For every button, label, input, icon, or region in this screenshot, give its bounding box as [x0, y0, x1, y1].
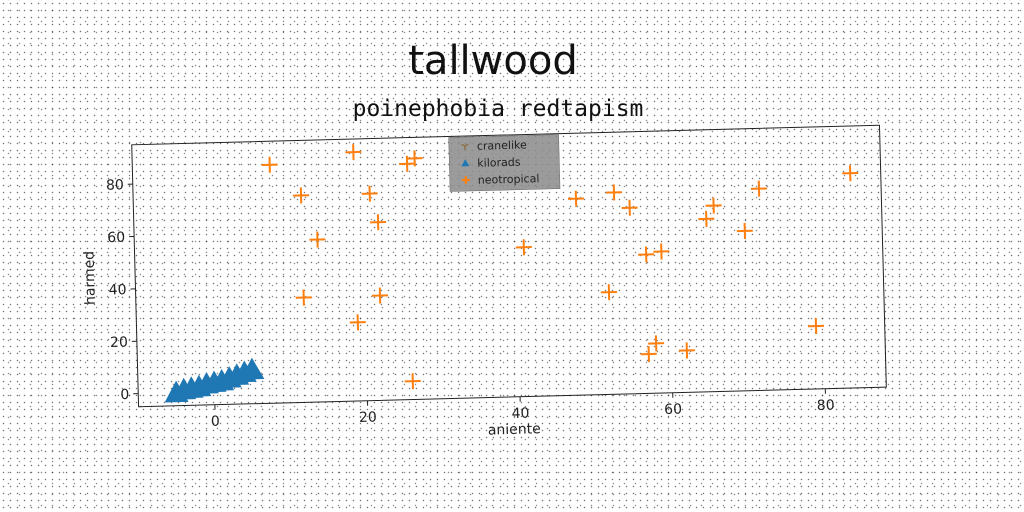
- x-tick-label: 0: [211, 414, 220, 430]
- neotropical-point: [600, 284, 617, 301]
- legend-marker-neotropical: [461, 176, 470, 185]
- y-tick-label: 40: [108, 282, 126, 298]
- neotropical-point: [567, 190, 585, 207]
- chart-title: tallwood: [408, 38, 577, 84]
- y-tick-label: 20: [110, 334, 128, 350]
- x-tick-label: 60: [664, 401, 682, 417]
- neotropical-point: [678, 342, 695, 359]
- neotropical-point: [261, 156, 278, 173]
- x-tick-label: 20: [359, 409, 377, 425]
- neotropical-point: [807, 318, 825, 335]
- y-tick-label: 60: [107, 230, 125, 246]
- legend: cranelike kilorads neotropical: [448, 134, 561, 192]
- legend-label: cranelike: [477, 138, 527, 152]
- neotropical-point: [736, 222, 753, 239]
- y-tick-label: 80: [106, 177, 124, 193]
- y-axis: 0 20 40 60 80: [106, 177, 139, 403]
- neotropical-point: [750, 180, 767, 197]
- neotropical-point: [309, 231, 326, 248]
- neotropical-point: [295, 289, 312, 306]
- legend-label: neotropical: [478, 172, 540, 187]
- neotropical-point: [640, 346, 657, 363]
- y-tick-label: 0: [120, 387, 129, 403]
- neotropical-point: [648, 335, 665, 352]
- data-marks: [164, 144, 859, 403]
- neotropical-point: [361, 185, 378, 202]
- neotropical-point: [293, 187, 310, 204]
- neotropical-point: [404, 373, 421, 390]
- neotropical-point: [345, 144, 362, 161]
- legend-label: kilorads: [477, 156, 521, 170]
- x-axis-label: aniente: [488, 421, 541, 438]
- neotropical-point: [371, 287, 389, 304]
- neotropical-point: [621, 199, 638, 216]
- neotropical-point: [705, 197, 722, 214]
- neotropical-point: [653, 243, 670, 260]
- x-tick-label: 80: [817, 398, 835, 414]
- legend-marker-kilorads: [461, 159, 470, 167]
- legend-items: cranelike kilorads neotropical: [461, 138, 540, 187]
- neotropical-point: [370, 214, 387, 231]
- x-axis: 0 20 40 60 80: [211, 388, 835, 430]
- neotropical-point: [406, 150, 423, 167]
- neotropical-point: [515, 239, 532, 256]
- x-tick-label: 40: [511, 405, 529, 421]
- plot-area: 0 20 40 60 80 0 20 40 60 80 aniente harmed crane…: [81, 124, 887, 439]
- neotropical-point: [842, 165, 859, 182]
- kilorads-point: [240, 357, 265, 380]
- neotropical-point: [349, 314, 366, 331]
- plot-frame: [131, 124, 887, 408]
- neotropical-point: [698, 210, 715, 227]
- chart-subtitle: poinephobia redtapism: [353, 96, 644, 122]
- neotropical-point: [605, 184, 623, 201]
- y-axis-label: harmed: [81, 251, 98, 306]
- neotropical-point: [638, 246, 655, 263]
- legend-marker-cranelike: [461, 143, 469, 151]
- legend-box: [448, 134, 561, 192]
